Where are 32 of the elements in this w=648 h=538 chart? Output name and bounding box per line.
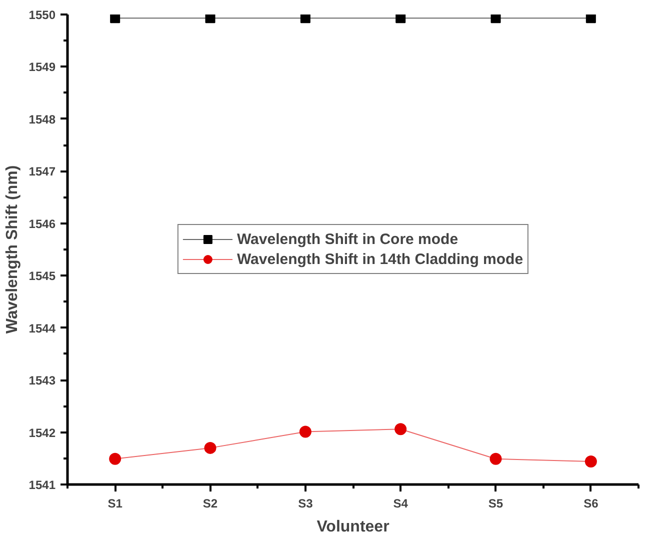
legend-label: Wavelength Shift in 14th Cladding mode: [236, 250, 524, 268]
point: [584, 456, 597, 468]
y-tick-label: 1547: [28, 164, 56, 179]
y-tick-label: 1549: [28, 60, 56, 74]
x-tick-label: S2: [202, 496, 218, 510]
y-axis-title: Wavelength Shift (nm): [4, 165, 21, 334]
x-tick-label: S1: [108, 496, 123, 510]
point: [394, 423, 407, 436]
point: [396, 14, 406, 24]
y-tick-label: 1544: [28, 321, 56, 336]
point: [110, 14, 120, 24]
legend-label: Wavelength Shift in Core mode: [236, 230, 458, 248]
x-tick-label: S5: [488, 496, 504, 510]
y-tick-label: 1550: [28, 8, 56, 22]
y-tick-label: 1548: [28, 112, 56, 126]
x-tick-label: S3: [298, 496, 314, 510]
point: [205, 14, 216, 24]
point: [490, 14, 501, 24]
point: [586, 14, 596, 24]
y-tick-label: 1546: [28, 216, 56, 231]
y-tick-label: 1541: [28, 478, 56, 492]
point: [109, 452, 122, 465]
x-tick-label: S4: [393, 496, 408, 510]
point: [300, 14, 310, 24]
y-tick-label: 1543: [28, 374, 56, 388]
point: [204, 442, 216, 454]
x-tick-label: S6: [584, 496, 599, 510]
point: [490, 452, 502, 465]
y-tick-label: 1542: [28, 426, 56, 440]
y-tick-label: 1545: [28, 269, 56, 284]
x-axis-title: Volunteer: [316, 518, 390, 536]
point: [299, 426, 312, 438]
